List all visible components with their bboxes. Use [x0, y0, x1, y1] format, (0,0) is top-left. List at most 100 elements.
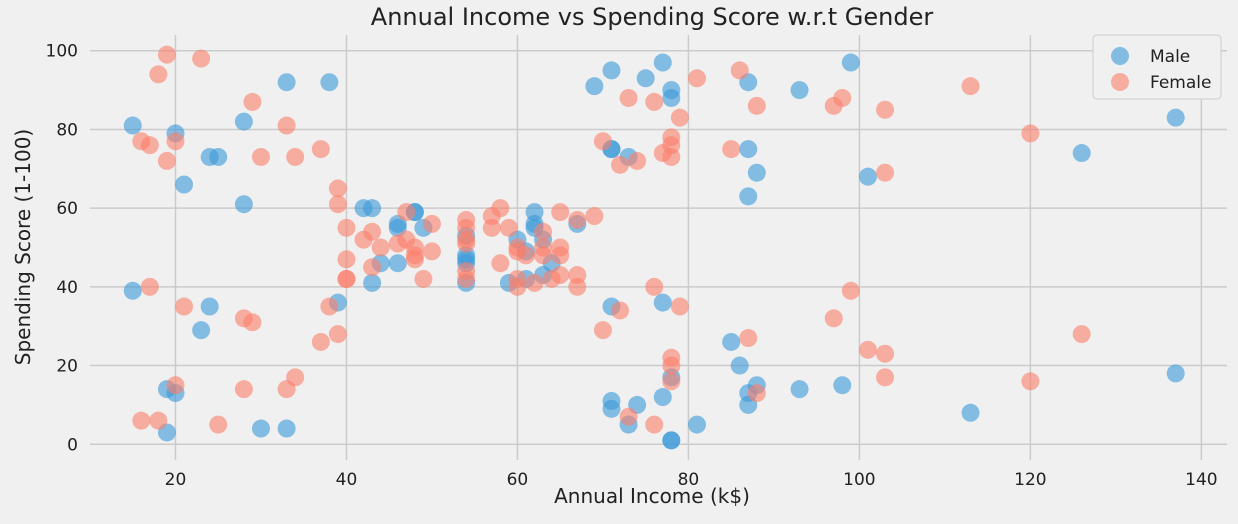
- point-female: [747, 384, 766, 403]
- point-female: [687, 69, 706, 88]
- point-female: [730, 61, 749, 80]
- point-female: [628, 151, 647, 170]
- point-male: [662, 88, 681, 107]
- point-male: [841, 53, 860, 72]
- point-female: [645, 92, 664, 111]
- point-male: [585, 77, 604, 96]
- point-female: [491, 254, 510, 273]
- x-tick-label: 100: [843, 470, 875, 490]
- point-male: [602, 61, 621, 80]
- point-female: [192, 49, 211, 68]
- point-female: [551, 266, 570, 285]
- tick-labels: 20 40 60 80 100 120 140 0 20 40 60 80 100: [46, 42, 1218, 490]
- point-female: [405, 250, 424, 269]
- point-female: [363, 222, 382, 241]
- point-female: [722, 140, 741, 159]
- point-female: [337, 218, 356, 237]
- legend: Male Female: [1092, 34, 1222, 100]
- point-male: [1072, 144, 1091, 163]
- data-points: [123, 45, 1185, 450]
- x-tick-label: 120: [1014, 470, 1046, 490]
- point-male: [234, 112, 253, 131]
- point-male: [722, 332, 741, 351]
- point-female: [662, 356, 681, 375]
- x-tick-label: 40: [336, 470, 358, 490]
- x-tick-label: 60: [507, 470, 529, 490]
- point-female: [363, 258, 382, 277]
- legend-label-female: Female: [1150, 73, 1211, 93]
- point-female: [833, 88, 852, 107]
- point-male: [175, 175, 194, 194]
- point-male: [192, 321, 211, 340]
- point-female: [619, 88, 638, 107]
- point-male: [123, 281, 142, 300]
- chart-title: Annual Income vs Spending Score w.r.t Ge…: [371, 3, 934, 31]
- point-male: [653, 388, 672, 407]
- point-female: [132, 411, 151, 430]
- y-tick-label: 40: [56, 278, 78, 298]
- point-female: [568, 210, 587, 229]
- point-male: [277, 73, 296, 92]
- point-female: [209, 415, 228, 434]
- point-female: [491, 199, 510, 218]
- point-female: [841, 281, 860, 300]
- point-female: [876, 163, 895, 182]
- point-female: [1021, 124, 1040, 143]
- point-male: [833, 376, 852, 395]
- point-male: [961, 403, 980, 422]
- point-female: [593, 321, 612, 340]
- point-male: [687, 415, 706, 434]
- legend-marker-male: [1111, 47, 1129, 65]
- point-female: [311, 140, 330, 159]
- point-female: [457, 269, 476, 288]
- point-female: [824, 309, 843, 328]
- point-female: [457, 234, 476, 253]
- point-female: [611, 301, 630, 320]
- point-female: [397, 203, 416, 222]
- point-female: [1021, 372, 1040, 391]
- point-female: [508, 277, 527, 296]
- point-female: [585, 207, 604, 226]
- point-male: [277, 419, 296, 438]
- point-female: [551, 203, 570, 222]
- point-male: [123, 116, 142, 135]
- point-female: [568, 277, 587, 296]
- point-female: [286, 147, 305, 166]
- point-female: [149, 65, 168, 84]
- point-female: [593, 132, 612, 151]
- point-female: [149, 411, 168, 430]
- point-female: [328, 179, 347, 198]
- point-male: [320, 73, 339, 92]
- y-axis-label: Spending Score (1-100): [11, 129, 35, 365]
- point-female: [277, 116, 296, 135]
- point-female: [1072, 325, 1091, 344]
- x-axis-label: Annual Income (k$): [554, 484, 750, 508]
- point-male: [739, 187, 758, 206]
- point-male: [739, 140, 758, 159]
- point-female: [422, 242, 441, 261]
- point-female: [858, 340, 877, 359]
- point-male: [636, 69, 655, 88]
- point-female: [551, 246, 570, 265]
- legend-label-male: Male: [1150, 47, 1190, 67]
- point-female: [337, 269, 356, 288]
- point-female: [422, 214, 441, 233]
- point-male: [388, 254, 407, 273]
- point-female: [234, 380, 253, 399]
- point-female: [337, 250, 356, 269]
- point-female: [525, 273, 544, 292]
- point-female: [876, 368, 895, 387]
- point-male: [363, 199, 382, 218]
- point-male: [730, 356, 749, 375]
- x-tick-label: 20: [165, 470, 187, 490]
- point-female: [534, 222, 553, 241]
- point-male: [653, 53, 672, 72]
- point-female: [961, 77, 980, 96]
- x-tick-label: 140: [1185, 470, 1217, 490]
- y-tick-label: 100: [46, 42, 78, 62]
- point-female: [166, 132, 185, 151]
- point-female: [166, 376, 185, 395]
- point-female: [140, 136, 159, 155]
- point-female: [157, 151, 176, 170]
- point-female: [311, 332, 330, 351]
